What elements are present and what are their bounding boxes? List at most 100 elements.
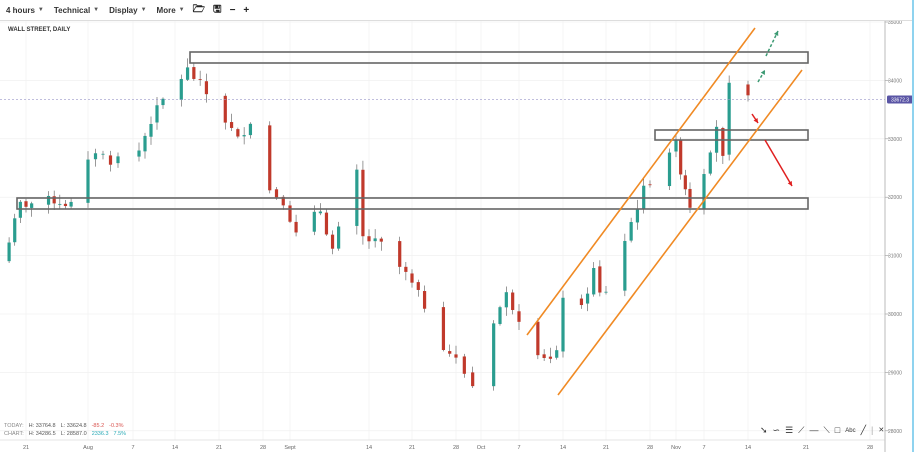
candle-body [542, 354, 546, 358]
text-label-icon[interactable]: Abc [845, 428, 856, 434]
candle-body [185, 67, 190, 80]
x-tick-label: 21 [409, 445, 415, 451]
x-tick-label: 28 [867, 445, 873, 451]
candle-body [548, 356, 553, 359]
candle-body [330, 234, 335, 249]
close-icon[interactable]: ✕ [878, 427, 885, 434]
candle-body [46, 195, 51, 205]
chevron-down-icon: ▼ [178, 7, 185, 13]
bullish-arrow-head [760, 70, 765, 75]
bearish-arrow [764, 139, 793, 187]
x-tick-label: 21 [216, 445, 222, 451]
x-tick-label: 7 [131, 445, 134, 451]
candle-body [116, 156, 120, 164]
candle-body [416, 282, 420, 290]
gann-fan-icon[interactable]: ⟋ [798, 425, 805, 435]
candle-body [161, 98, 165, 106]
chart-low: L: 28587.0 [60, 430, 87, 437]
zoom-out-icon[interactable]: − [229, 4, 236, 16]
y-tick-label: 32000 [888, 195, 902, 201]
candles [7, 58, 750, 391]
candle-body [101, 153, 105, 155]
support-resistance-box [16, 197, 809, 210]
horizontal-line-icon[interactable]: — [809, 425, 819, 435]
candle-body [318, 211, 322, 214]
candle-body [30, 203, 34, 208]
x-tick-label: Nov [671, 445, 681, 451]
x-tick-label: 21 [603, 445, 609, 451]
candle-body [404, 266, 408, 272]
candle-body [635, 208, 640, 223]
x-tick-label: 14 [366, 445, 372, 451]
candle-body [18, 201, 22, 218]
candle-body [268, 125, 272, 191]
price-chart[interactable]: 35000 34000 33000 32000 31000 30000 29000 28000… [0, 20, 914, 452]
y-tick-label: 29000 [888, 370, 902, 376]
chart-title: WALL STREET, DAILY [8, 27, 71, 33]
support-resistance-box [654, 129, 809, 141]
candle-body [683, 175, 687, 190]
rectangle-icon[interactable]: □ [834, 425, 841, 435]
candle-body [242, 135, 246, 137]
y-tick-label: 30000 [888, 312, 902, 318]
candle-body [471, 372, 475, 387]
y-tick-label: 34000 [888, 78, 902, 84]
scrollbar[interactable] [912, 0, 914, 452]
candle-body [69, 201, 73, 207]
more-menu[interactable]: More ▼ [157, 6, 185, 15]
save-icon[interactable]: 🖫 [213, 3, 222, 15]
candle-body [536, 321, 540, 356]
candle-body [281, 196, 285, 206]
timeframe-menu[interactable]: 4 hours ▼ [6, 6, 44, 15]
candle-body [248, 123, 253, 136]
candle-body [462, 356, 466, 374]
candle-body [379, 238, 383, 242]
candle-body [498, 307, 502, 324]
candle-body [143, 135, 147, 152]
candle-body [13, 218, 17, 243]
candle-body [398, 241, 402, 267]
x-tick-label: 28 [260, 445, 266, 451]
candle-body [555, 350, 559, 358]
candle-body [367, 236, 371, 242]
line-icon[interactable]: ╱ [860, 425, 866, 435]
toolbar: 4 hours ▼ Technical ▼ Display ▼ More ▼ 🗁 🖫 −… [0, 0, 914, 21]
x-tick-label: 14 [745, 445, 751, 451]
chart-change: 2336.3 [91, 430, 109, 437]
chart-pct: 7.5% [113, 430, 127, 437]
candle-body [422, 291, 427, 309]
trend-line-icon[interactable]: ⟍ [823, 425, 830, 435]
folder-open-icon[interactable]: 🗁 [192, 3, 206, 15]
candle-body [149, 123, 153, 137]
display-menu[interactable]: Display ▼ [109, 6, 146, 15]
candle-body [517, 311, 521, 322]
x-tick-label: Aug [83, 445, 93, 451]
candle-body [288, 205, 292, 222]
candle-body [727, 82, 731, 155]
technical-menu[interactable]: Technical ▼ [54, 6, 99, 15]
candle-body [629, 222, 633, 241]
curve-icon[interactable]: ∽ [772, 425, 781, 435]
more-label: More [156, 5, 176, 15]
candle-body [441, 307, 446, 350]
current-price-tag [887, 95, 913, 104]
fibonacci-icon[interactable]: ☰ [785, 425, 794, 435]
candle-body [373, 238, 377, 242]
today-change: -85.2 [91, 423, 105, 429]
candle-body [448, 351, 452, 354]
candle-body [746, 84, 750, 96]
pointer-arrow-icon[interactable]: ➘ [760, 425, 768, 435]
current-price-label: 33672.3 [891, 98, 909, 104]
candle-body [410, 273, 414, 283]
candle-body [108, 155, 113, 165]
today-label: TODAY: [4, 423, 24, 429]
candle-body [361, 169, 365, 237]
zoom-in-icon[interactable]: + [243, 4, 250, 16]
candle-body [93, 153, 98, 160]
candle-body [58, 203, 62, 205]
y-tick-label: 35000 [888, 20, 902, 26]
candle-body [223, 95, 227, 123]
support-resistance-box [189, 51, 809, 64]
candle-body [511, 292, 515, 310]
candle-body [561, 297, 565, 352]
